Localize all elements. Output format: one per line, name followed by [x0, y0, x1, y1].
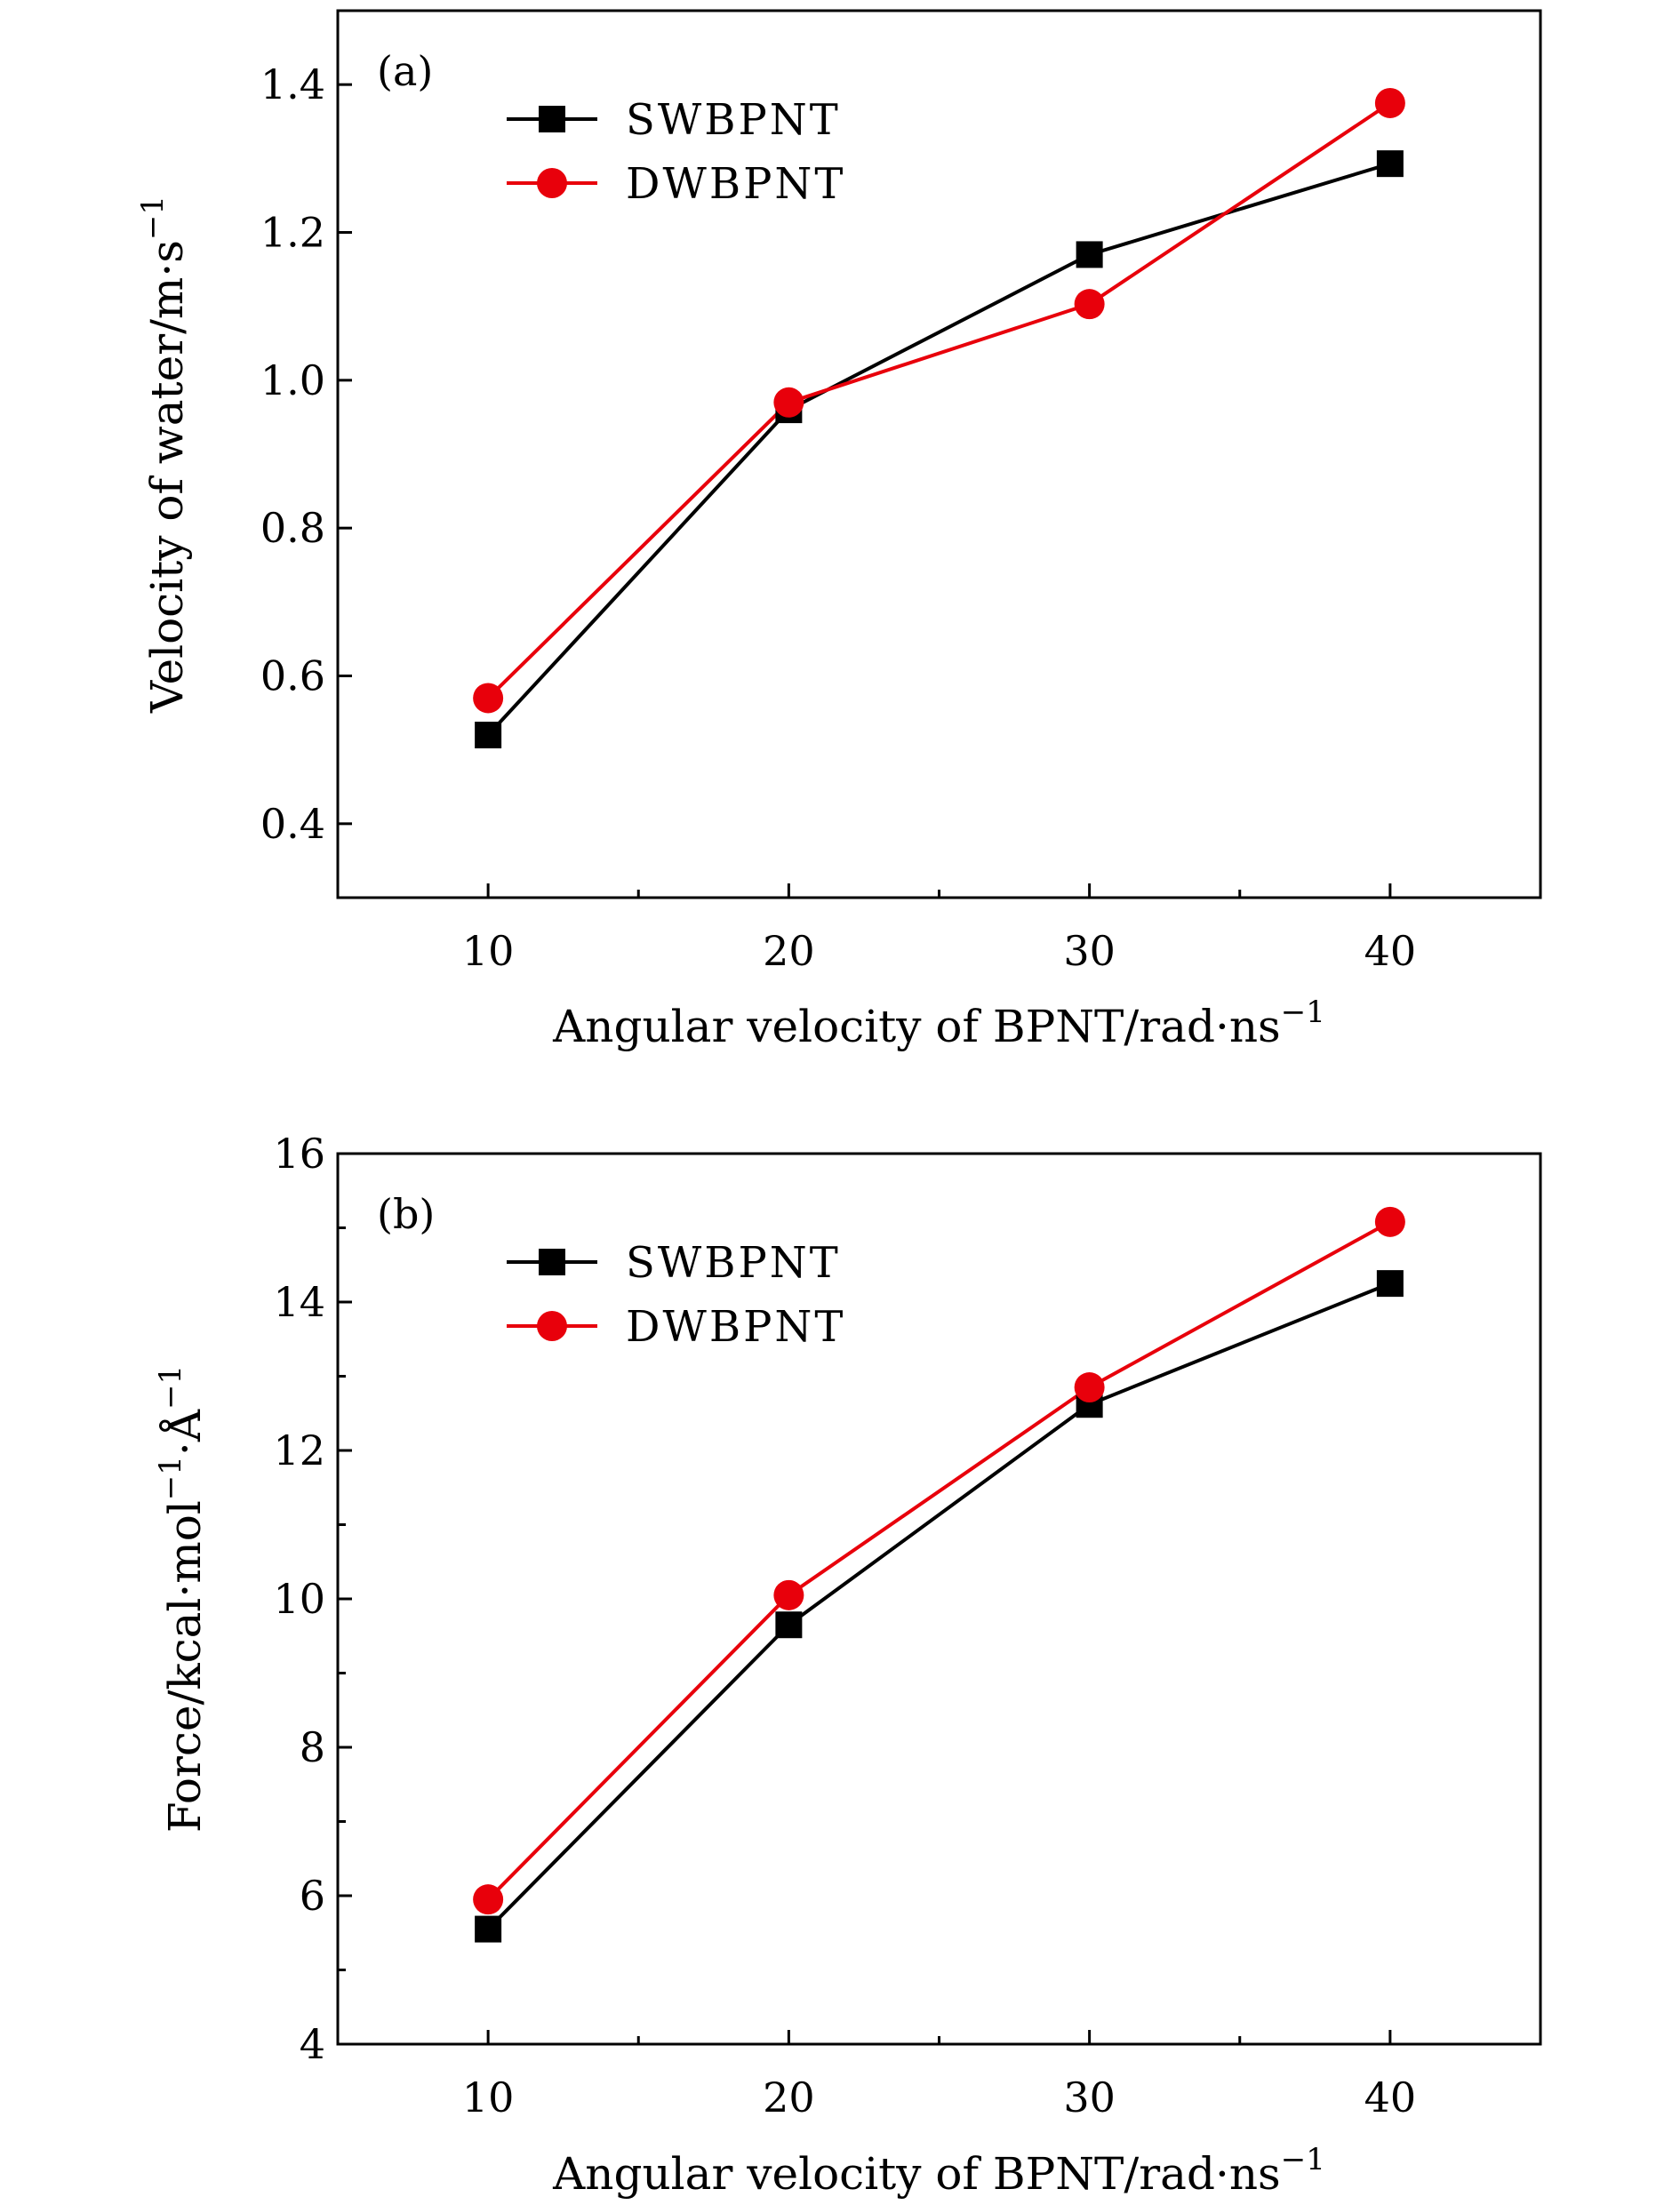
series-line-swbpnt — [486, 1282, 1391, 1930]
data-point-dwbpnt — [1074, 1372, 1105, 1403]
legend-marker-circle — [537, 1311, 567, 1341]
data-point-dwbpnt — [773, 387, 804, 418]
x-axis-title: Angular velocity of BPNT/rad·ns−1 — [552, 2142, 1325, 2200]
y-tick-label: 12 — [273, 1426, 325, 1474]
x-tick-label: 30 — [1063, 927, 1116, 975]
y-tick-label: 4 — [300, 2020, 325, 2068]
x-axis-title-text: Angular velocity of BPNT/rad·ns — [552, 1001, 1281, 1052]
legend-label-dwbpnt: DWBPNT — [626, 159, 845, 209]
legend-marker-circle — [537, 168, 567, 198]
data-point-dwbpnt — [473, 1884, 504, 1915]
data-point-dwbpnt — [773, 1579, 804, 1610]
y-tick-label: 1.4 — [260, 60, 325, 108]
plot-frame — [336, 1152, 1542, 2046]
y-tick-label: 6 — [300, 1872, 325, 1920]
x-axis-title-exponent: −1 — [1281, 995, 1325, 1030]
data-point-dwbpnt — [473, 683, 504, 714]
y-tick-label: 0.8 — [260, 504, 325, 552]
series-line-dwbpnt — [486, 1220, 1391, 1901]
plot-frame — [336, 9, 1542, 899]
panel-label: (a) — [377, 47, 433, 95]
y-axis-title-text: Velocity of water/m·s — [141, 240, 193, 714]
legend-label-dwbpnt: DWBPNT — [626, 1302, 845, 1352]
x-tick-label: 20 — [763, 927, 815, 975]
panel-label: (b) — [377, 1190, 435, 1238]
legend-marker-square — [539, 106, 565, 132]
y-axis-title-text: Force/kcal·mol — [159, 1500, 211, 1833]
x-tick-label: 40 — [1364, 2073, 1417, 2121]
y-tick-label: 1.2 — [260, 209, 325, 257]
x-tick-label: 10 — [462, 927, 515, 975]
series-line-swbpnt — [486, 162, 1391, 737]
legend-label-swbpnt: SWBPNT — [626, 95, 841, 145]
series-line-dwbpnt — [486, 101, 1391, 699]
y-tick-label: 1.0 — [260, 356, 325, 404]
y-tick-label: 10 — [273, 1575, 325, 1623]
y-tick-label: 0.4 — [260, 800, 325, 848]
chart-panel-b: 10 20 30 40 4 6 8 10 12 14 16 Angular velocity of B… — [153, 1130, 1542, 2200]
data-point-swbpnt — [475, 1915, 502, 1943]
x-tick-label: 30 — [1063, 2073, 1116, 2121]
chart-panel-a: 10 20 30 40 0.4 0.6 0.8 1.0 1.2 1.4 Angular veloci… — [135, 9, 1542, 1052]
x-tick-label: 20 — [763, 2073, 815, 2121]
data-point-dwbpnt — [1374, 1206, 1405, 1237]
data-point-swbpnt — [1376, 1270, 1404, 1298]
y-axis-title-exponent-2: −1 — [153, 1365, 188, 1410]
data-point-swbpnt — [775, 1611, 803, 1639]
y-tick-label: 16 — [273, 1130, 325, 1178]
y-tick-label: 8 — [300, 1723, 325, 1771]
y-axis-title-text-2: ·Å — [158, 1409, 211, 1456]
legend-marker-square — [539, 1249, 565, 1275]
x-tick-label: 40 — [1364, 927, 1417, 975]
y-axis-title: Velocity of water/m·s−1 — [135, 196, 193, 714]
x-tick-label: 10 — [462, 2073, 515, 2121]
y-axis-title-exponent: −1 — [153, 1456, 188, 1500]
data-point-swbpnt — [1376, 150, 1404, 178]
x-axis-title-text: Angular velocity of BPNT/rad·ns — [552, 2148, 1281, 2200]
x-axis-title-exponent: −1 — [1281, 2142, 1325, 2177]
data-point-swbpnt — [475, 722, 502, 749]
legend-label-swbpnt: SWBPNT — [626, 1238, 841, 1288]
data-point-dwbpnt — [1074, 289, 1105, 320]
data-point-dwbpnt — [1374, 87, 1405, 118]
y-axis-title: Force/kcal·mol−1·Å−1 — [153, 1365, 211, 1833]
data-point-swbpnt — [1076, 241, 1103, 268]
y-axis-title-exponent: −1 — [135, 196, 171, 240]
x-axis-title: Angular velocity of BPNT/rad·ns−1 — [552, 995, 1325, 1052]
y-tick-label: 0.6 — [260, 652, 325, 700]
y-tick-label: 14 — [273, 1278, 325, 1326]
